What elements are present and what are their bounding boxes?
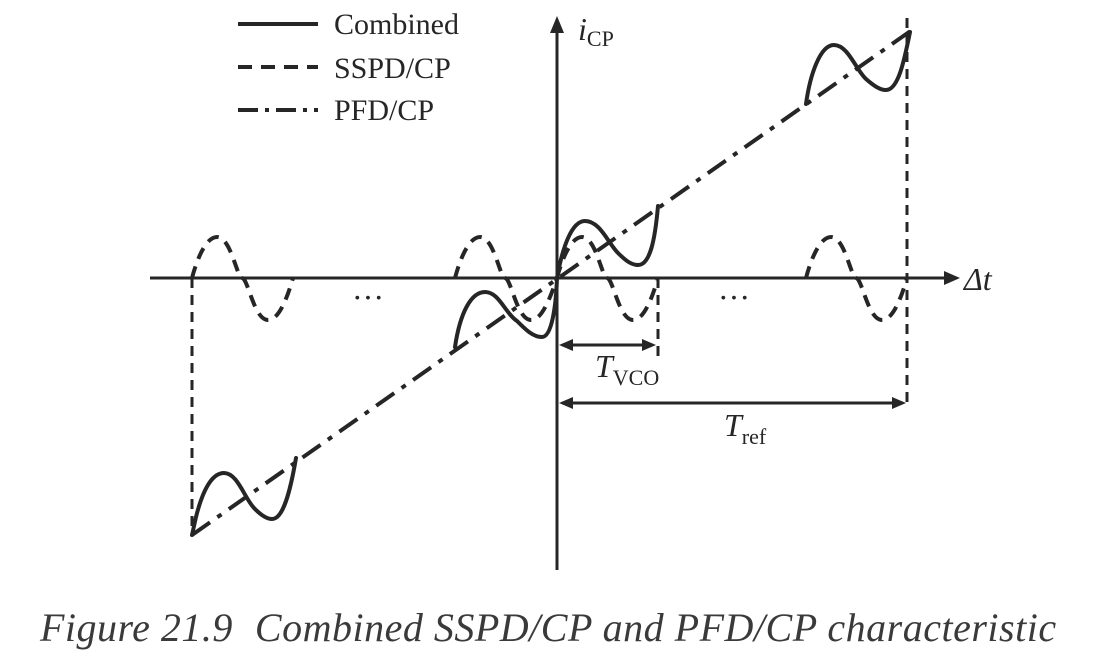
ellipsis-right: ··· bbox=[718, 279, 750, 315]
legend: Combined SSPD/CP PFD/CP bbox=[238, 8, 459, 127]
x-axis-arrowhead bbox=[944, 271, 960, 285]
axes: iCP Δt bbox=[150, 11, 993, 570]
sspd-cp-waves bbox=[190, 234, 909, 323]
combined-curve bbox=[190, 30, 912, 537]
tvco-arrowhead-right bbox=[642, 339, 656, 351]
sspd-wave-center-left bbox=[453, 234, 559, 323]
y-axis-label: iCP bbox=[578, 11, 614, 51]
tvco-label: TVCO bbox=[595, 348, 659, 390]
y-axis-label-subscript: CP bbox=[587, 26, 614, 51]
legend-label-sspd: SSPD/CP bbox=[334, 52, 451, 85]
sspd-wave-left bbox=[190, 234, 295, 323]
x-axis-label: Δt bbox=[962, 261, 993, 297]
combined-segment-center-right bbox=[555, 204, 660, 280]
sspd-wave-center-right bbox=[555, 234, 660, 323]
tvco-dimension: TVCO bbox=[559, 339, 659, 390]
tref-arrowhead-left bbox=[559, 397, 573, 409]
sspd-wave-right bbox=[804, 234, 909, 323]
combined-segment-center-left bbox=[453, 276, 559, 349]
guide-lines bbox=[190, 18, 909, 535]
pfd-cp-line bbox=[190, 28, 914, 537]
tref-label-subscript: ref bbox=[742, 424, 767, 449]
tref-label: Tref bbox=[724, 407, 767, 449]
combined-segment-lower-left bbox=[190, 456, 298, 537]
legend-label-combined: Combined bbox=[334, 8, 459, 41]
tvco-label-subscript: VCO bbox=[613, 365, 659, 390]
figure-number: Figure 21.9 bbox=[40, 605, 233, 650]
figure-title: Combined SSPD/CP and PFD/CP characterist… bbox=[254, 605, 1057, 650]
ellipsis-left: ··· bbox=[352, 279, 384, 315]
figure-caption: Figure 21.9 Combined SSPD/CP and PFD/CP c… bbox=[40, 604, 1057, 651]
tref-arrowhead-right bbox=[892, 397, 906, 409]
y-axis-arrowhead bbox=[550, 16, 564, 33]
legend-label-pfd: PFD/CP bbox=[334, 94, 434, 127]
tref-dimension: Tref bbox=[559, 397, 906, 449]
tvco-arrowhead-left bbox=[559, 339, 573, 351]
combined-segment-upper-right bbox=[804, 30, 912, 106]
